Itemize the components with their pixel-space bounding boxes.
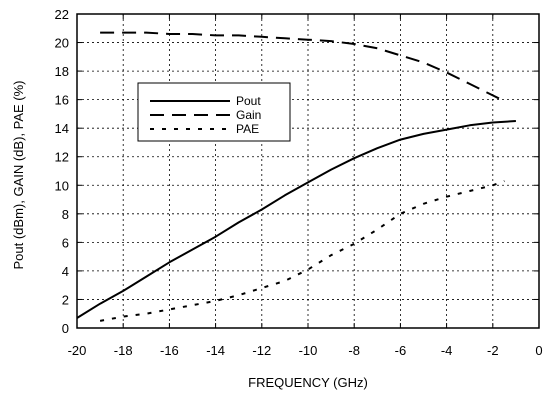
series-line-pae <box>99 180 505 322</box>
x-tick-label: -18 <box>114 343 133 358</box>
y-tick-label: 6 <box>62 235 69 250</box>
y-tick-label: 14 <box>55 121 69 136</box>
legend-label-gain: Gain <box>236 108 261 122</box>
y-tick-label: 16 <box>55 93 69 108</box>
series-lines <box>76 31 516 322</box>
legend: Pout Gain PAE <box>137 82 291 142</box>
series-line-gain <box>100 31 505 102</box>
y-tick-label: 10 <box>55 178 69 193</box>
y-tick-label: 8 <box>62 207 69 222</box>
series-line-pout <box>76 120 516 319</box>
y-tick-label: 18 <box>55 64 69 79</box>
legend-label-pout: Pout <box>236 94 261 108</box>
y-tick-label: 22 <box>55 7 69 22</box>
x-tick-label: -12 <box>252 343 271 358</box>
x-axis-title: FREQUENCY (GHz) <box>248 375 368 390</box>
legend-box <box>137 82 291 142</box>
grid <box>77 14 539 328</box>
y-tick-label: 4 <box>62 264 69 279</box>
x-tick-label: -20 <box>68 343 87 358</box>
x-tick-label: -14 <box>206 343 225 358</box>
x-tick-label: -10 <box>299 343 318 358</box>
y-tick-label: 20 <box>55 36 69 51</box>
x-tick-label: 0 <box>535 343 542 358</box>
x-tick-label: -6 <box>395 343 407 358</box>
x-tick-label: -2 <box>487 343 499 358</box>
y-axis-title: Pout (dBm), GAIN (dB), PAE (%) <box>11 80 26 269</box>
x-tick-label: -4 <box>441 343 453 358</box>
legend-label-pae: PAE <box>236 122 259 136</box>
x-tick-label: -8 <box>348 343 360 358</box>
x-tick-label: -16 <box>160 343 179 358</box>
y-tick-label: 0 <box>62 321 69 336</box>
y-tick-label: 12 <box>55 150 69 165</box>
y-tick-label: 2 <box>62 292 69 307</box>
axis-ticks: -20 -18 -16 -14 -12 -10 -8 -6 -4 -2 00246810121416… <box>55 7 543 358</box>
